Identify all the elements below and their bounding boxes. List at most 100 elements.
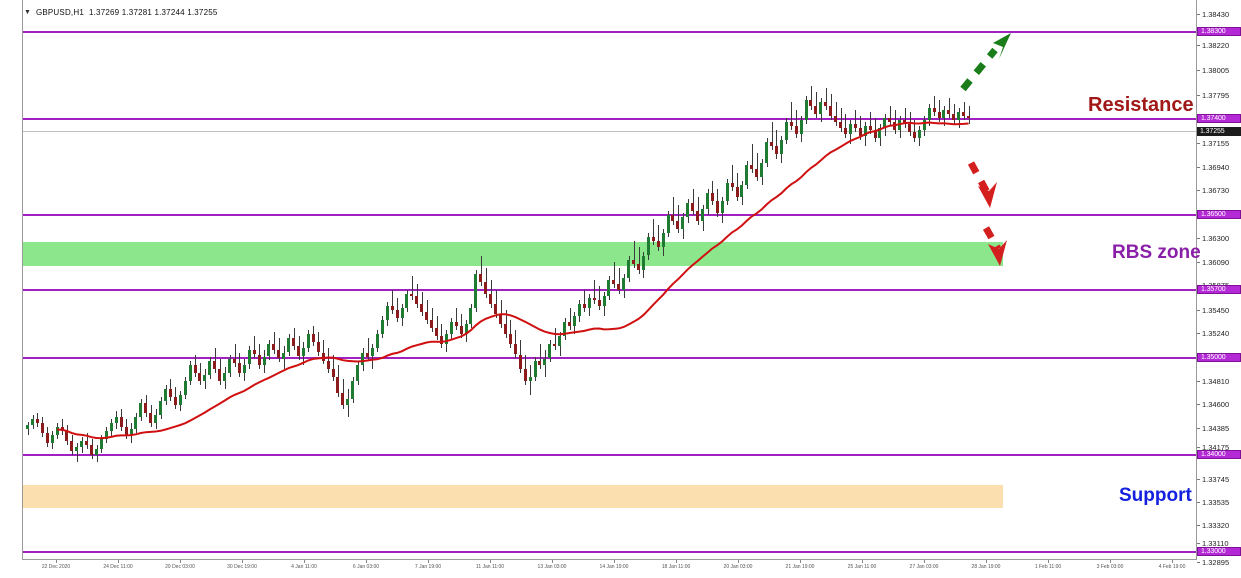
price-tick-label: 1.36300 (1202, 233, 1230, 243)
price-level-tag: 1.33000 (1197, 546, 1241, 556)
candle-body (154, 415, 158, 424)
candle-body (144, 403, 148, 414)
resistance-label: Resistance (1088, 94, 1194, 116)
price-scale[interactable]: 1.384301.383001.382201.380051.377951.375… (1197, 0, 1241, 567)
time-tick-mark (800, 560, 801, 563)
candle-body (489, 293, 493, 304)
price-tick-label: 1.38005 (1202, 65, 1230, 75)
candle-body (888, 118, 892, 123)
candle-body (311, 334, 315, 343)
price-tick-label: 1.33320 (1202, 520, 1230, 530)
time-tick-label: 28 Jan 19:00 (971, 564, 1001, 570)
candle-body (356, 364, 360, 381)
candle-body (829, 106, 833, 117)
candle-wick (411, 275, 413, 300)
candle-body (592, 297, 596, 300)
price-level-tag: 1.37400 (1197, 113, 1241, 123)
time-axis-line (22, 559, 1197, 560)
candle-body (770, 142, 774, 147)
candle-body (952, 114, 956, 121)
price-tick: 1.33745 (1197, 475, 1241, 484)
tick-mark (1197, 524, 1200, 526)
candle-body (188, 364, 192, 381)
price-tick-label: 1.33535 (1202, 497, 1230, 507)
candle-body (444, 334, 448, 345)
candle-body (568, 322, 572, 327)
candle-wick (845, 114, 847, 139)
price-level-line (23, 118, 1196, 120)
plot-right-border (1196, 0, 1197, 560)
price-tick-label: 1.33110 (1202, 538, 1229, 548)
price-tick-label: 1.34600 (1202, 399, 1230, 409)
candle-wick (638, 247, 640, 274)
price-tick-label: 1.36090 (1202, 257, 1230, 267)
candle-body (917, 130, 921, 139)
candle-wick (825, 87, 827, 111)
candle-body (55, 427, 59, 436)
candle-body (784, 122, 788, 141)
time-tick-label: 20 Jan 03:00 (723, 564, 753, 570)
candle-body (267, 344, 271, 357)
candle-body (701, 209, 705, 222)
tick-mark (1197, 427, 1200, 429)
candle-body (60, 427, 64, 432)
candle-body (804, 100, 808, 121)
candle-body (548, 344, 552, 359)
candle-body (622, 277, 626, 290)
candle-body (572, 316, 576, 327)
candle-body (676, 221, 680, 230)
time-tick-label: 4 Feb 19:00 (1158, 564, 1186, 570)
time-tick-label: 29 Dec 03:00 (165, 564, 195, 570)
time-tick-mark (428, 560, 429, 563)
candle-body (306, 334, 310, 349)
candle-body (809, 100, 813, 107)
rbs-zone-label: RBS zone (1112, 242, 1201, 263)
candle-body (671, 215, 675, 222)
support-label: Support (1119, 485, 1192, 506)
candle-wick (963, 102, 965, 121)
chevron-down-icon[interactable]: ▼ (24, 9, 31, 16)
time-tick-mark (738, 560, 739, 563)
candle-body (114, 417, 118, 424)
candle-body (725, 182, 729, 201)
candle-body (927, 108, 931, 121)
candle-wick (732, 164, 734, 191)
candle-body (351, 380, 355, 399)
price-tick: 1.32895 (1197, 558, 1241, 567)
candle-body (370, 348, 374, 357)
candle-body (602, 295, 606, 306)
candle-body (321, 352, 325, 361)
candle-body (705, 192, 709, 210)
time-tick-mark (242, 560, 243, 563)
candle-wick (934, 95, 936, 117)
candle-body (35, 419, 39, 424)
candle-body (868, 126, 872, 131)
candle-body (627, 259, 631, 278)
price-tick: 1.37155 (1197, 139, 1241, 148)
tick-mark (1197, 478, 1200, 480)
candle-body (883, 118, 887, 129)
candle-body (65, 431, 69, 442)
candle-wick (810, 85, 812, 110)
candle-wick (904, 108, 906, 129)
candle-body (666, 215, 670, 234)
candle-body (720, 201, 724, 214)
candle-body (90, 445, 94, 456)
time-scale[interactable]: 22 Dec 2020 24 Dec 11:00 29 Dec 03:00 30 De… (22, 560, 1197, 578)
time-tick-mark (490, 560, 491, 563)
candle-wick (584, 289, 586, 313)
candle-body (637, 263, 641, 270)
candle-body (957, 112, 961, 121)
price-tick: 1.34810 (1197, 377, 1241, 386)
time-tick-label: 27 Jan 03:00 (909, 564, 939, 570)
candle-body (577, 304, 581, 317)
ohlc-values: 1.37269 1.37281 1.37244 1.37255 (88, 8, 218, 17)
time-tick-label: 1 Feb 11:00 (1034, 564, 1062, 570)
tick-mark (1197, 332, 1200, 334)
candle-wick (855, 110, 857, 133)
candle-body (607, 279, 611, 296)
candle-body (494, 304, 498, 315)
candle-body (247, 350, 251, 365)
candle-body (208, 360, 212, 375)
candle-body (582, 304, 586, 308)
